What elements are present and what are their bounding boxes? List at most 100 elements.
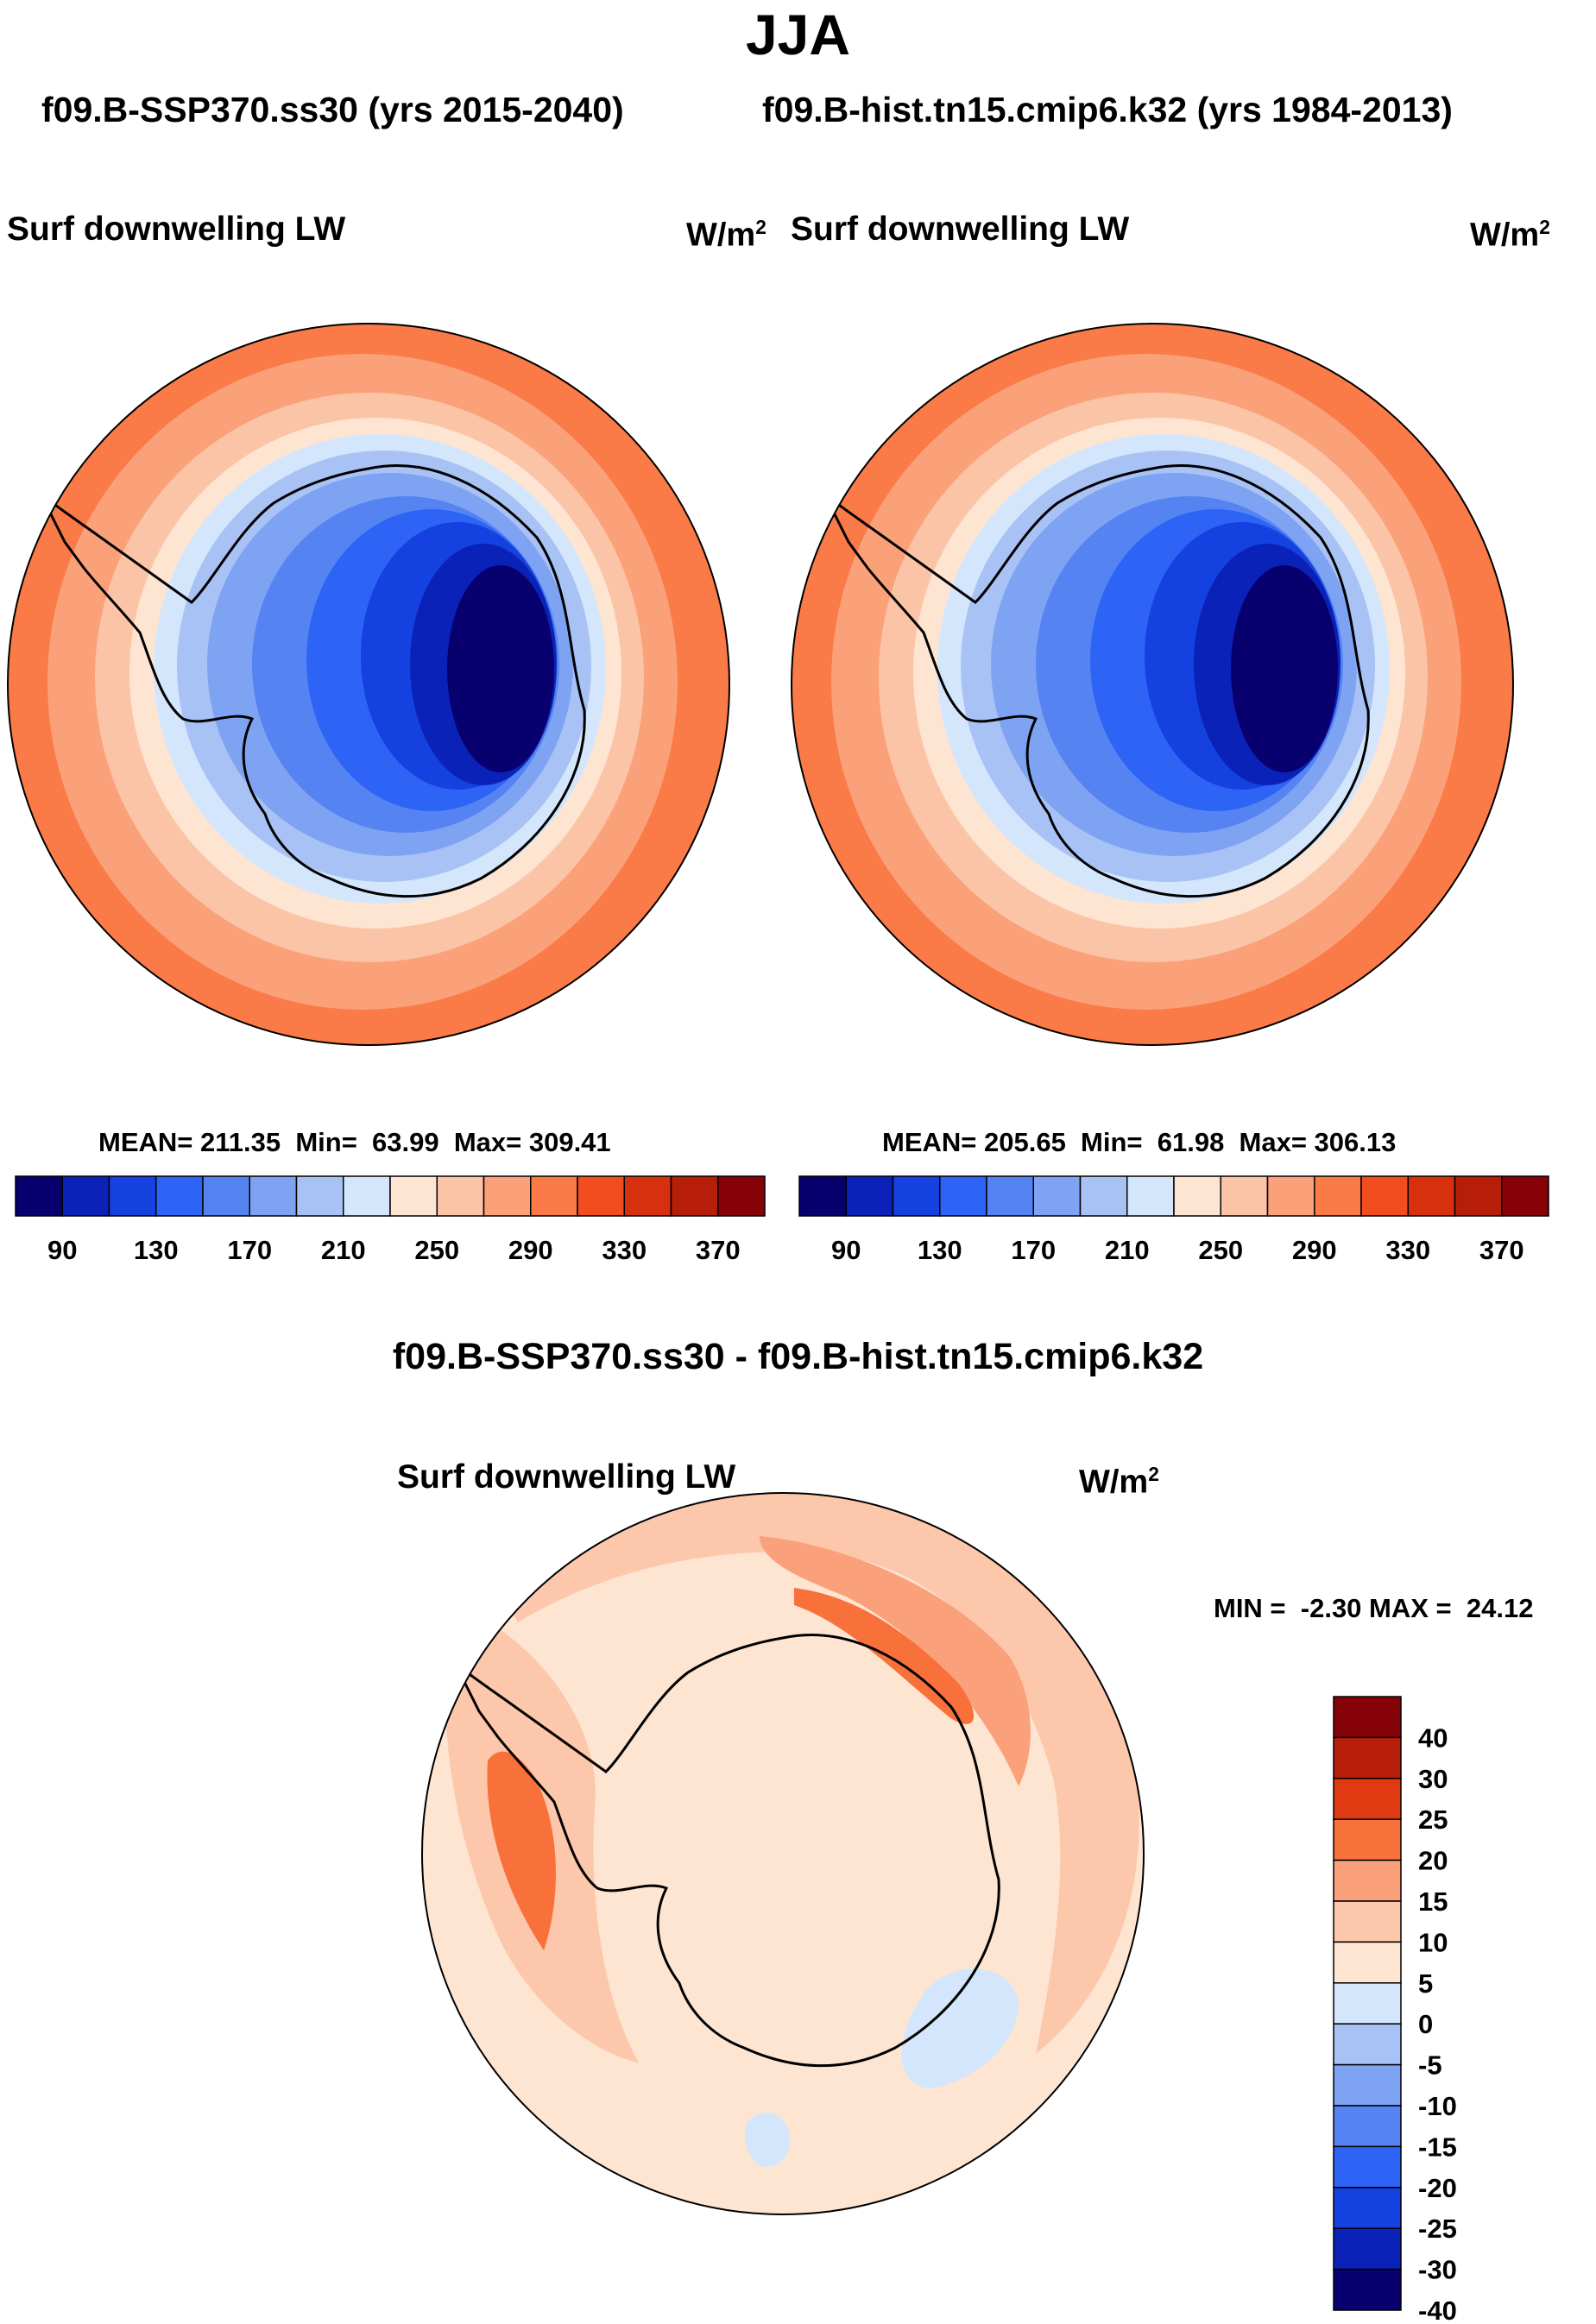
colorbar-swatch bbox=[1173, 1175, 1221, 1217]
colorbar-swatch bbox=[1454, 1175, 1503, 1217]
colorbar-diff-tick-label: 30 bbox=[1418, 1764, 1448, 1794]
colorbar-swatch bbox=[1360, 1175, 1409, 1217]
climatology-map-right bbox=[792, 324, 1513, 1045]
colorbar-swatch bbox=[1333, 2187, 1402, 2229]
colorbar-right-tick-label: 290 bbox=[1292, 1235, 1337, 1265]
colorbar-right-tick-label: 170 bbox=[1011, 1235, 1056, 1265]
colorbar-swatch bbox=[61, 1175, 110, 1217]
climatology-map-left bbox=[8, 324, 729, 1045]
colorbar-left-tick-label: 170 bbox=[227, 1235, 272, 1265]
colorbar-swatch bbox=[1333, 1941, 1402, 1984]
colorbar-swatch bbox=[1266, 1175, 1315, 1217]
colorbar-left-tick-label: 250 bbox=[414, 1235, 459, 1265]
season-title: JJA bbox=[745, 3, 851, 66]
colorbar-left-tick-label: 90 bbox=[47, 1235, 77, 1265]
panel-right-stats: MEAN= 205.65 Min= 61.98 Max= 306.13 bbox=[882, 1127, 1397, 1157]
colorbar-swatch bbox=[1333, 1982, 1402, 2025]
colorbar-swatch bbox=[1314, 1175, 1362, 1217]
colorbar-right: 90 130 170 210 250 290 330 370 bbox=[798, 1175, 1549, 1265]
colorbar-swatch bbox=[939, 1175, 987, 1217]
contour-band bbox=[794, 1588, 975, 1724]
colorbar-swatch bbox=[1333, 2227, 1402, 2270]
colorbar-left-tick-label: 330 bbox=[602, 1235, 647, 1265]
colorbar-diff-tick-label: 25 bbox=[1418, 1804, 1448, 1835]
colorbar-swatch bbox=[1501, 1175, 1549, 1217]
colorbar-swatch bbox=[1032, 1175, 1082, 1217]
colorbar-left-tick-label: 130 bbox=[134, 1235, 179, 1265]
colorbar-left-tick-label: 290 bbox=[508, 1235, 553, 1265]
colorbar-swatch bbox=[389, 1175, 438, 1217]
colorbar-swatch bbox=[1333, 1736, 1402, 1779]
map-border bbox=[7, 323, 730, 1046]
colorbar-swatch bbox=[1220, 1175, 1269, 1217]
colorbar-swatch bbox=[798, 1175, 847, 1217]
colorbar-swatch bbox=[1407, 1175, 1456, 1217]
colorbar-swatch bbox=[577, 1175, 625, 1217]
colorbar-swatch bbox=[670, 1175, 719, 1217]
contour-band bbox=[901, 1968, 1019, 2088]
colorbar-right-tick-label: 130 bbox=[918, 1235, 962, 1265]
colorbar-swatch bbox=[202, 1175, 250, 1217]
case-right-title: f09.B-hist.tn15.cmip6.k32 (yrs 1984-2013… bbox=[762, 90, 1453, 129]
colorbar-swatch bbox=[1126, 1175, 1175, 1217]
colorbar-diff-tick-label: 5 bbox=[1418, 1968, 1433, 1999]
colorbar-diff-tick-label: -10 bbox=[1418, 2091, 1457, 2121]
colorbar-diff-tick-label: -5 bbox=[1418, 2050, 1442, 2081]
colorbar-swatch bbox=[845, 1175, 894, 1217]
colorbar-swatch bbox=[1333, 2063, 1402, 2107]
contour-band bbox=[745, 2113, 791, 2167]
panel-right-units: W/m2 bbox=[1470, 216, 1550, 254]
colorbar-swatch bbox=[249, 1175, 298, 1217]
colorbar-swatch bbox=[436, 1175, 485, 1217]
colorbar-right-tick-label: 250 bbox=[1198, 1235, 1243, 1265]
colorbar-diff-tick-label: -40 bbox=[1418, 2296, 1457, 2324]
colorbar-swatch bbox=[1333, 1778, 1402, 1820]
panel-left-units: W/m2 bbox=[686, 216, 766, 254]
colorbar-diff-tick-label: -30 bbox=[1418, 2255, 1457, 2285]
colorbar-left: 90 130 170 210 250 290 330 370 bbox=[15, 1175, 766, 1265]
colorbar-swatch bbox=[717, 1175, 766, 1217]
contour-band bbox=[1231, 565, 1338, 772]
colorbar-swatch bbox=[15, 1175, 63, 1217]
colorbar-swatch bbox=[343, 1175, 391, 1217]
colorbar-swatch bbox=[155, 1175, 204, 1217]
case-left-title: f09.B-SSP370.ss30 (yrs 2015-2040) bbox=[41, 90, 624, 129]
contour-band bbox=[487, 1751, 556, 1950]
colorbar-swatch bbox=[295, 1175, 344, 1217]
panel-left-stats: MEAN= 211.35 Min= 63.99 Max= 309.41 bbox=[98, 1127, 611, 1157]
colorbar-diff-tick-label: 40 bbox=[1418, 1723, 1448, 1753]
contour-band bbox=[447, 565, 554, 772]
contour-band bbox=[760, 1536, 1031, 1786]
colorbar-swatch bbox=[1333, 2023, 1402, 2066]
colorbar-left-tick-label: 210 bbox=[321, 1235, 366, 1265]
panel-left-variable: Surf downwelling LW bbox=[7, 211, 346, 248]
diff-panel-units: W/m2 bbox=[1079, 1463, 1159, 1501]
colorbar-diff-tick-label: 15 bbox=[1418, 1886, 1448, 1917]
colorbar-diff-tick-label: -15 bbox=[1418, 2132, 1457, 2162]
colorbar-swatch bbox=[1333, 2145, 1402, 2189]
diff-panel-variable: Surf downwelling LW bbox=[397, 1458, 736, 1496]
colorbar-diff-tick-label: 10 bbox=[1418, 1927, 1448, 1957]
colorbar-right-tick-label: 90 bbox=[831, 1235, 861, 1265]
panel-right-variable: Surf downwelling LW bbox=[791, 211, 1130, 248]
colorbar-diff-tick-label: -25 bbox=[1418, 2214, 1457, 2244]
colorbar-swatch bbox=[1333, 2105, 1402, 2148]
colorbar-swatch bbox=[1333, 1696, 1402, 1739]
map-border bbox=[791, 323, 1514, 1046]
colorbar-diff-tick-label: 0 bbox=[1418, 2009, 1433, 2039]
colorbar-swatch bbox=[108, 1175, 157, 1217]
difference-title: f09.B-SSP370.ss30 - f09.B-hist.tn15.cmip… bbox=[392, 1336, 1204, 1377]
colorbar-swatch bbox=[483, 1175, 532, 1217]
colorbar-right-tick-label: 210 bbox=[1105, 1235, 1150, 1265]
colorbar-difference: 40 30 25 20 15 10 5 0 -5 -10 -15 -20 -25 -30 -40 bbox=[1333, 1696, 1457, 2324]
colorbar-diff-tick-label: 20 bbox=[1418, 1846, 1448, 1876]
colorbar-swatch bbox=[1333, 1900, 1402, 1943]
colorbar-swatch bbox=[1333, 1818, 1402, 1861]
colorbar-right-tick-label: 370 bbox=[1479, 1235, 1524, 1265]
difference-map bbox=[422, 1493, 1144, 2214]
colorbar-swatch bbox=[892, 1175, 941, 1217]
colorbar-right-tick-label: 330 bbox=[1385, 1235, 1430, 1265]
colorbar-swatch bbox=[1333, 2268, 1402, 2311]
contour-band bbox=[483, 1493, 1139, 2054]
